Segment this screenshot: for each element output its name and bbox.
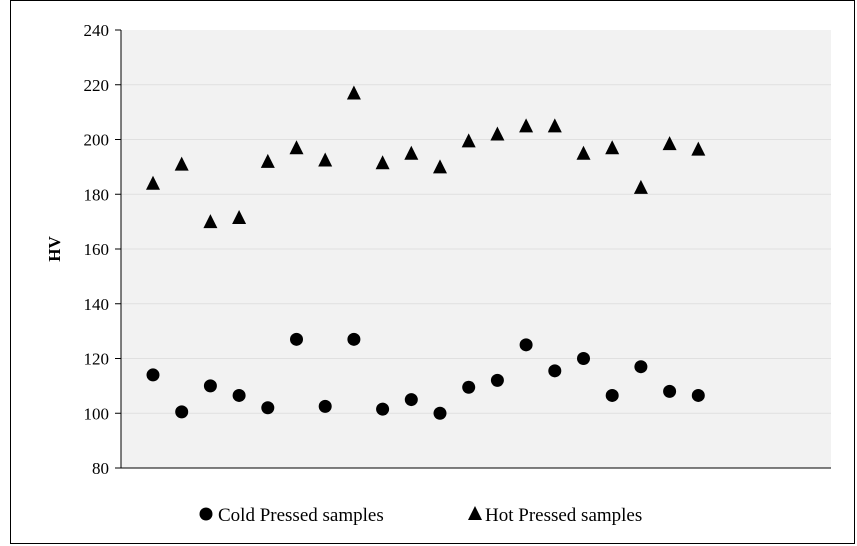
- cold-pressed-point: [605, 388, 619, 402]
- hot-pressed-point: [605, 140, 620, 155]
- hot-pressed-point: [461, 133, 476, 148]
- hot-pressed-point: [662, 136, 677, 151]
- y-tick-label: 120: [84, 350, 110, 369]
- y-tick-label: 180: [84, 185, 110, 204]
- cold-pressed-point: [175, 405, 189, 419]
- cold-pressed-point: [663, 384, 677, 398]
- series-cold-pressed: [146, 332, 705, 420]
- y-tick-labels: 80 100 120 140 160 180 200 220 240: [84, 21, 110, 478]
- cold-pressed-point: [376, 402, 390, 416]
- y-tick-label: 220: [84, 76, 110, 95]
- cold-pressed-point: [519, 338, 533, 352]
- y-tick-label: 240: [84, 21, 110, 40]
- cold-pressed-point: [433, 406, 447, 420]
- y-tick-label: 160: [84, 240, 110, 259]
- y-tick-label: 80: [92, 459, 109, 478]
- axes: [115, 29, 831, 469]
- hot-pressed-point: [260, 153, 275, 168]
- y-tick-label: 200: [84, 131, 110, 150]
- hot-pressed-point: [318, 152, 333, 167]
- cold-pressed-point: [203, 379, 217, 393]
- hot-pressed-point: [547, 118, 562, 133]
- legend-marker-hot: [468, 506, 482, 520]
- gridlines: [121, 84, 831, 414]
- cold-pressed-point: [146, 368, 160, 382]
- legend-label-cold: Cold Pressed samples: [218, 505, 384, 526]
- hot-pressed-point: [375, 155, 390, 170]
- hot-pressed-point: [404, 145, 419, 160]
- cold-pressed-point: [548, 364, 562, 378]
- hot-pressed-point: [146, 175, 160, 190]
- hot-pressed-point: [691, 141, 706, 156]
- y-axis-title: HV: [45, 236, 64, 262]
- hot-pressed-point: [232, 210, 247, 225]
- hot-pressed-point: [203, 214, 218, 229]
- hot-pressed-point: [433, 159, 447, 174]
- hot-pressed-point: [346, 85, 361, 100]
- cold-pressed-point: [404, 393, 418, 407]
- cold-pressed-point: [577, 352, 590, 365]
- y-tick-label: 140: [84, 295, 110, 314]
- cold-pressed-point: [490, 373, 504, 387]
- hot-pressed-point: [289, 140, 304, 155]
- cold-pressed-point: [634, 360, 648, 374]
- hot-pressed-point: [490, 126, 505, 141]
- cold-pressed-point: [318, 399, 332, 413]
- legend-label-hot: Hot Pressed samples: [485, 505, 642, 526]
- hot-pressed-point: [576, 145, 591, 160]
- legend: Cold Pressed samples Hot Pressed samples: [199, 505, 642, 526]
- cold-pressed-point: [691, 388, 705, 402]
- hot-pressed-point: [174, 156, 189, 171]
- hot-pressed-point: [633, 179, 648, 194]
- cold-pressed-point: [232, 388, 246, 402]
- cold-pressed-point: [462, 380, 476, 394]
- cold-pressed-point: [347, 332, 361, 346]
- series-layer: [146, 85, 706, 420]
- cold-pressed-point: [290, 332, 303, 346]
- series-hot-pressed: [146, 85, 706, 229]
- legend-marker-cold: [199, 507, 213, 521]
- cold-pressed-point: [261, 401, 275, 415]
- y-tick-label: 100: [84, 404, 110, 423]
- hot-pressed-point: [519, 118, 534, 133]
